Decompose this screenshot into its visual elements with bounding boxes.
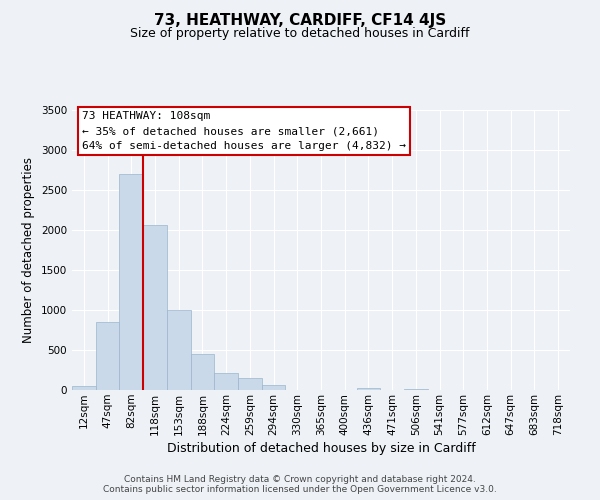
Bar xyxy=(143,225,167,390)
Bar xyxy=(191,354,214,390)
Bar xyxy=(214,373,238,390)
Text: Contains HM Land Registry data © Crown copyright and database right 2024.
Contai: Contains HM Land Registry data © Crown c… xyxy=(103,474,497,494)
Bar xyxy=(72,386,96,390)
Text: 73, HEATHWAY, CARDIFF, CF14 4JS: 73, HEATHWAY, CARDIFF, CF14 4JS xyxy=(154,12,446,28)
Bar xyxy=(238,378,262,390)
Bar xyxy=(404,389,428,390)
Bar xyxy=(167,310,191,390)
Bar xyxy=(262,385,286,390)
Bar xyxy=(356,388,380,390)
Text: 73 HEATHWAY: 108sqm
← 35% of detached houses are smaller (2,661)
64% of semi-det: 73 HEATHWAY: 108sqm ← 35% of detached ho… xyxy=(82,112,406,151)
Text: Size of property relative to detached houses in Cardiff: Size of property relative to detached ho… xyxy=(130,28,470,40)
Y-axis label: Number of detached properties: Number of detached properties xyxy=(22,157,35,343)
Bar xyxy=(96,322,119,390)
Bar xyxy=(119,174,143,390)
X-axis label: Distribution of detached houses by size in Cardiff: Distribution of detached houses by size … xyxy=(167,442,475,455)
